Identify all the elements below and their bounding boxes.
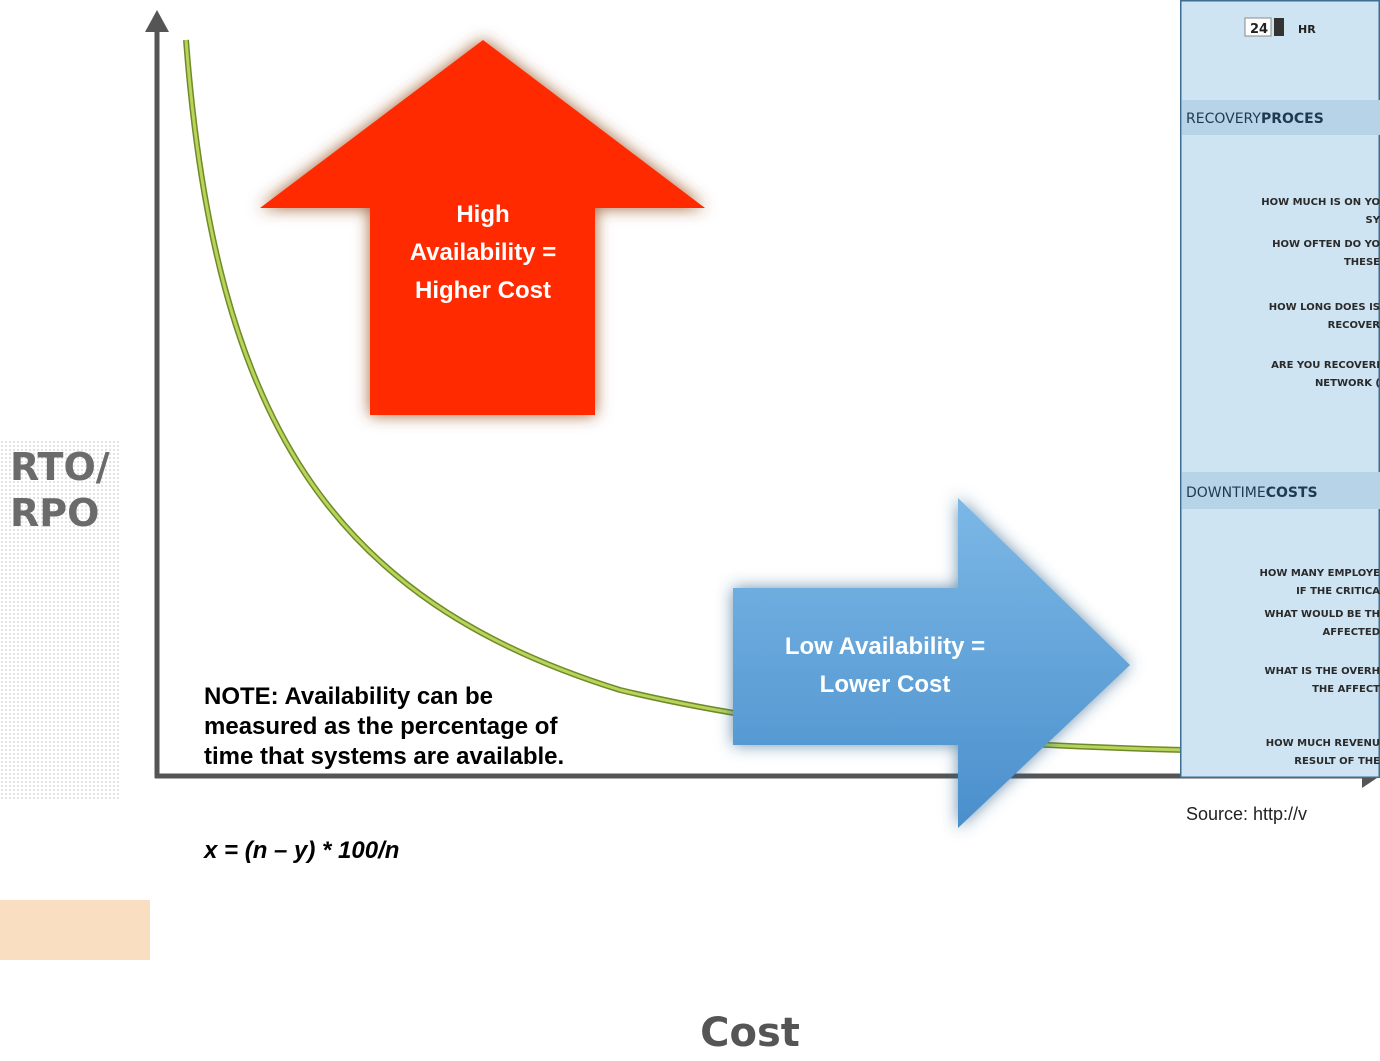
question-text: WHAT IS THE OVERH: [1265, 666, 1380, 677]
question-text: NETWORK (: [1315, 378, 1380, 389]
question-text: RESULT OF THE: [1294, 756, 1380, 767]
arrow-label: Higher Cost: [415, 277, 551, 304]
unit-label: HR: [1298, 23, 1316, 36]
question-text: IF THE CRITICA: [1296, 586, 1380, 597]
question-text: THE AFFECT: [1312, 684, 1380, 695]
input-value: 24: [1250, 22, 1268, 37]
question-text: HOW MANY EMPLOYE: [1259, 568, 1380, 579]
right-arrow: [733, 498, 1130, 828]
note-text: NOTE: Availability can be: [204, 683, 493, 710]
section-header: [1182, 472, 1380, 509]
arrow-label: Availability =: [410, 239, 557, 266]
y-axis-label: RPO: [10, 491, 99, 535]
formula: x = (n – y) * 100/n: [202, 837, 399, 864]
arrow-label: High: [456, 201, 509, 228]
section-title-light: DOWNTIME: [1186, 485, 1266, 501]
section-header: [1182, 100, 1380, 135]
curve: [184, 39, 1367, 755]
section-title-bold: PROCES: [1261, 111, 1324, 127]
spinner[interactable]: [1274, 18, 1284, 36]
arrow-label: Lower Cost: [820, 671, 951, 698]
question-text: RECOVER: [1328, 320, 1380, 331]
section-title: DOWNTIMECOSTS: [1186, 485, 1318, 501]
x-axis-label: Cost: [700, 1010, 800, 1056]
source-text: Source: http://v: [1186, 804, 1307, 824]
y-axis-arrowhead: [145, 10, 169, 32]
question-text: HOW OFTEN DO YO: [1272, 239, 1380, 250]
question-text: AFFECTED: [1322, 627, 1380, 638]
question-text: THESE: [1344, 257, 1380, 268]
section-title: RECOVERYPROCES: [1186, 111, 1324, 127]
question-text: SY: [1366, 215, 1380, 226]
up-arrow: [260, 40, 705, 415]
number-input[interactable]: [1244, 17, 1272, 37]
section-title-bold: COSTS: [1266, 485, 1318, 501]
question-text: HOW LONG DOES IS: [1269, 302, 1380, 313]
arrow-label: Low Availability =: [785, 633, 985, 660]
panel: 24 HR RECOVERYPROCES HOW MUCH IS ON YO SY HOW…: [1180, 0, 1380, 778]
section-title-light: RECOVERY: [1186, 111, 1261, 127]
question-text: HOW MUCH IS ON YO: [1261, 197, 1380, 208]
question-text: WHAT WOULD BE TH: [1264, 609, 1380, 620]
note-text: time that systems are available.: [204, 743, 564, 770]
y-axis-label: RTO/: [10, 445, 110, 489]
note-text: measured as the percentage of: [204, 713, 558, 740]
decoration: [0, 900, 150, 960]
question-text: HOW MUCH REVENU: [1266, 738, 1380, 749]
question-text: ARE YOU RECOVERI: [1271, 360, 1380, 371]
decoration: [0, 440, 120, 800]
